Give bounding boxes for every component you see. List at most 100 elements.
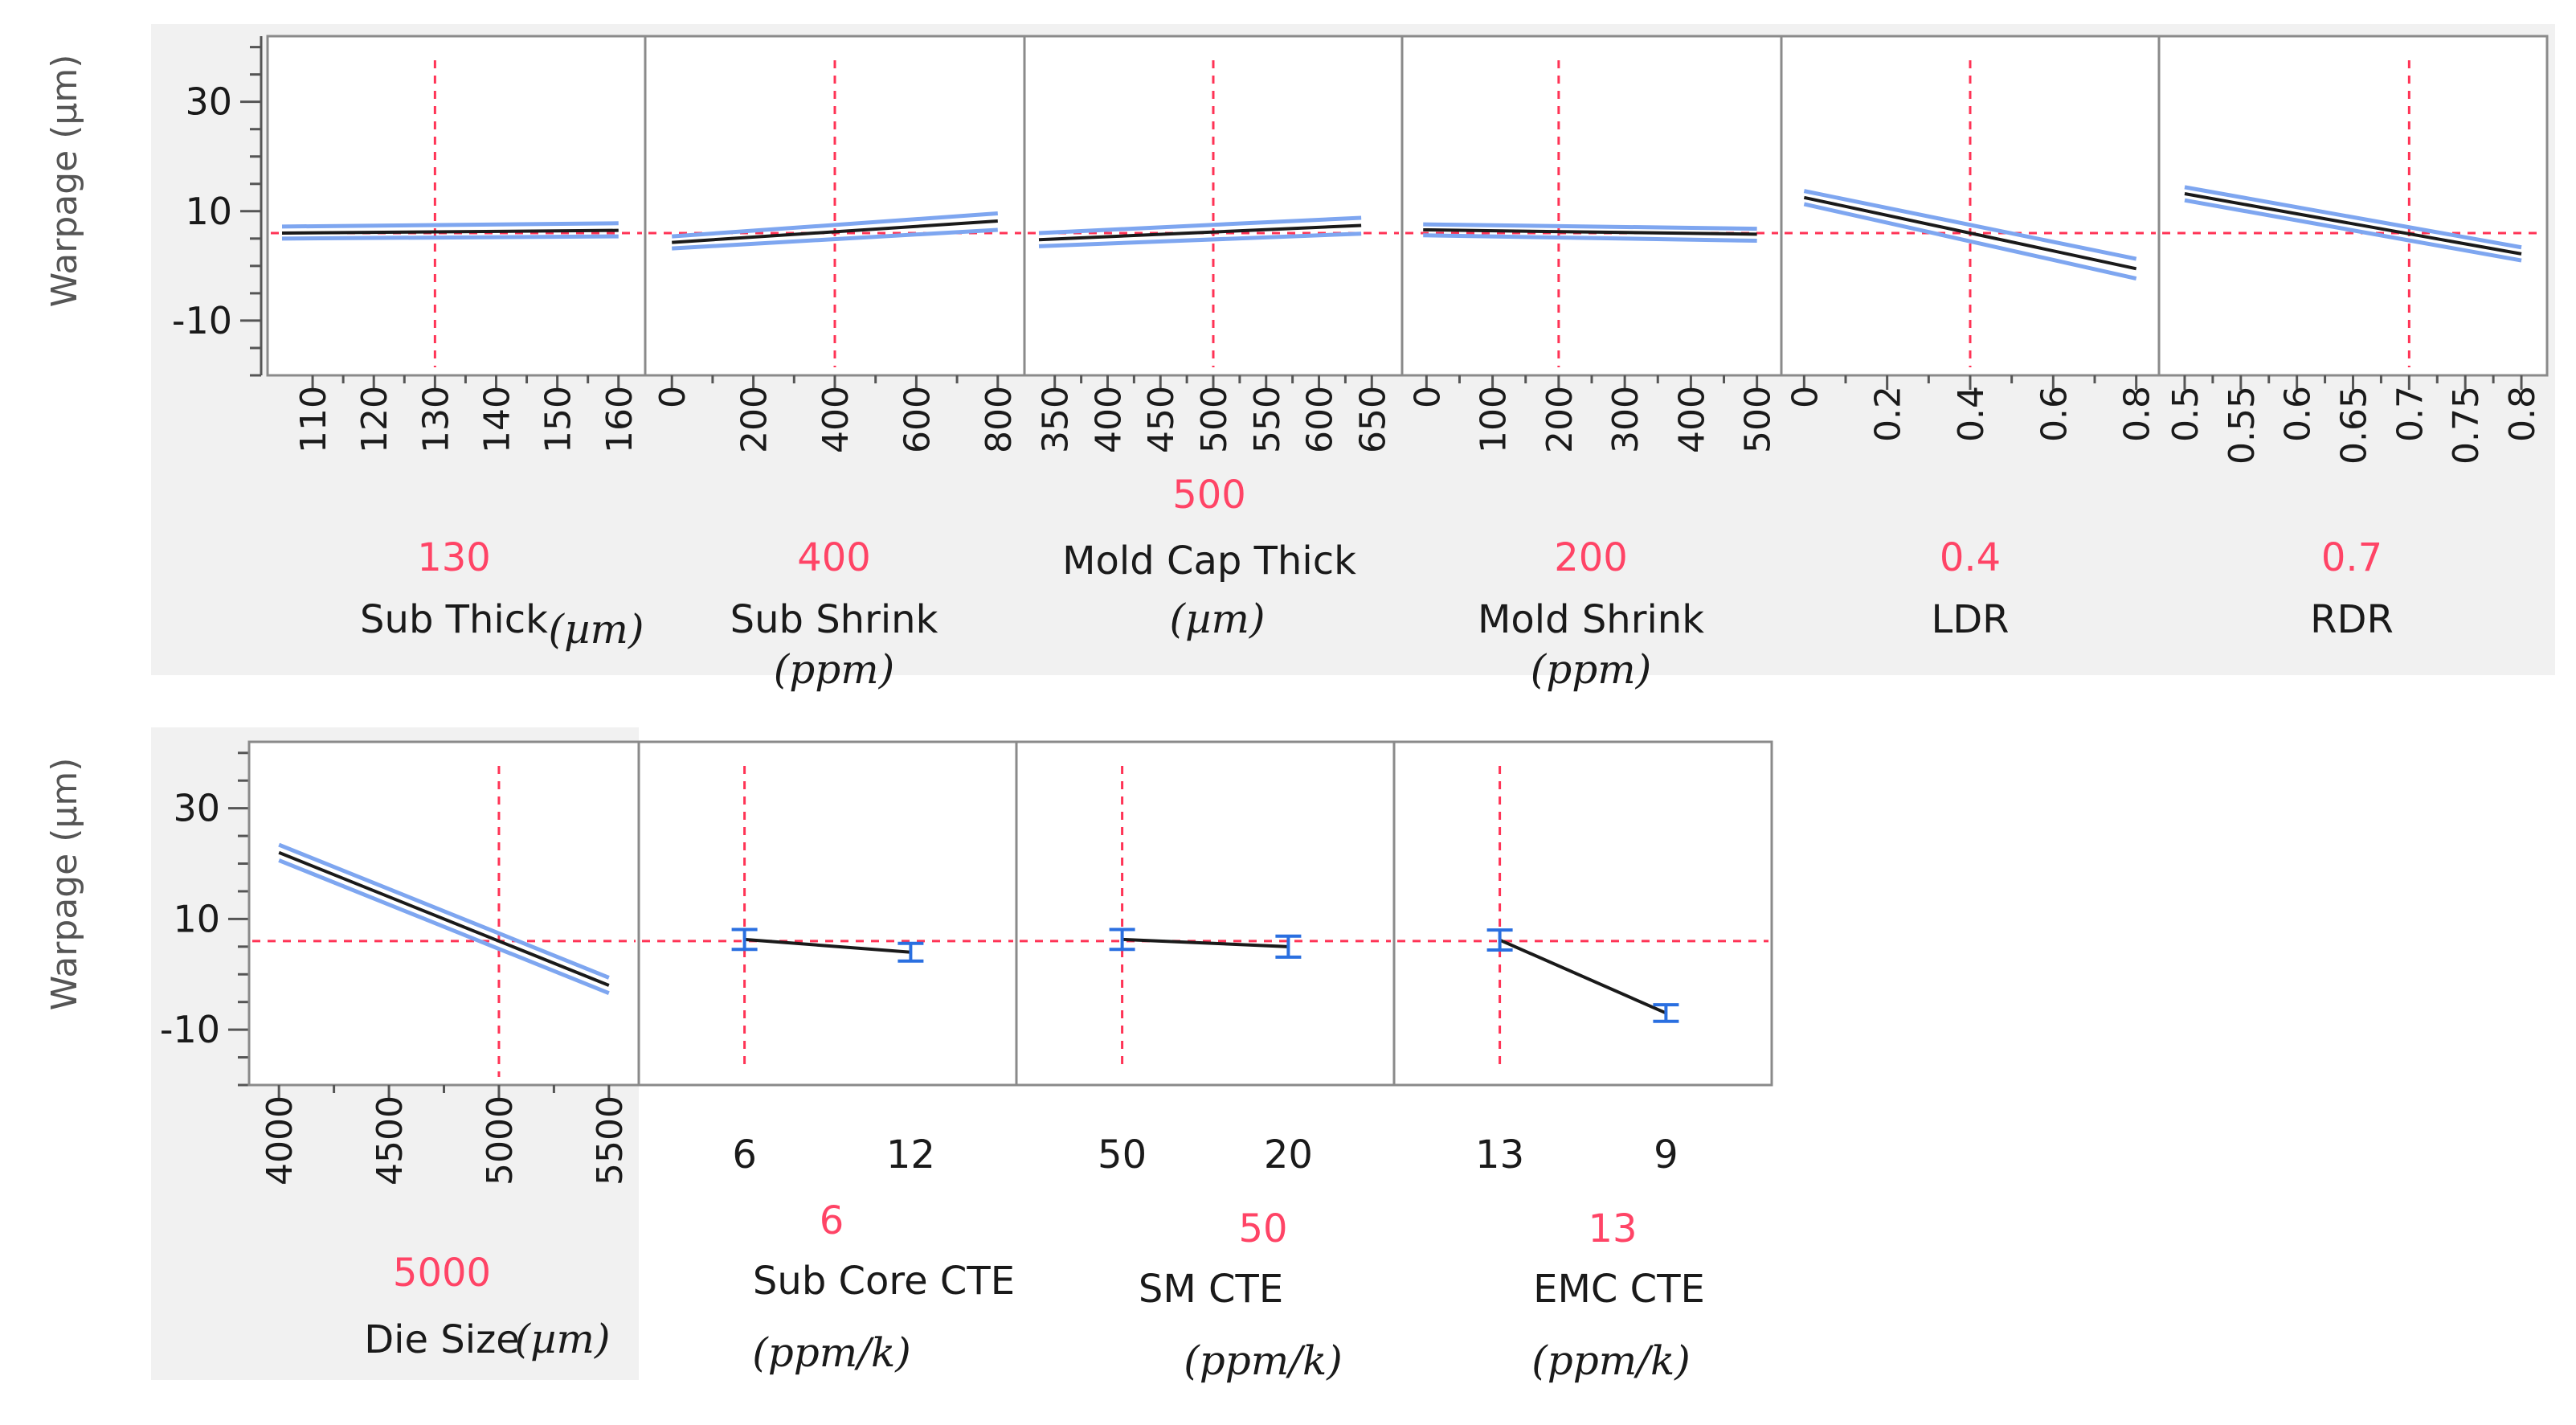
x-tick-label: 500 — [1738, 386, 1779, 453]
factor-current-value: 0.7 — [2321, 535, 2382, 580]
profiler-panel-sub-thick — [266, 35, 647, 377]
x-tick-label: 0 — [652, 386, 693, 408]
profiler-panel-mold-shrink — [1400, 35, 1783, 377]
x-category-label: 6 — [732, 1132, 757, 1177]
factor-unit: (ppm/k) — [752, 1329, 911, 1376]
x-tick-label: 400 — [1671, 386, 1712, 453]
profiler-panel-emc-cte — [1392, 740, 1773, 1087]
factor-unit: (µm) — [549, 606, 644, 653]
factor-current-value: 200 — [1554, 535, 1628, 580]
x-tick-label: 0.2 — [1868, 386, 1909, 442]
x-tick-label: 0.8 — [2117, 386, 2158, 442]
y-tick-label: -10 — [172, 299, 232, 342]
x-category-label: 20 — [1264, 1132, 1313, 1177]
factor-unit: (ppm/k) — [1184, 1337, 1343, 1384]
factor-current-value: 50 — [1238, 1206, 1287, 1251]
x-tick-label: 0.55 — [2222, 386, 2263, 465]
prediction-line — [672, 219, 998, 244]
prediction-line — [1499, 938, 1667, 1015]
y-tick-label: 30 — [173, 787, 220, 830]
confidence-band-upper — [672, 211, 998, 239]
factor-name: EMC CTE — [1533, 1267, 1705, 1312]
factor-name: LDR — [1931, 597, 2009, 642]
x-tick-label: 0 — [1785, 386, 1826, 408]
factor-current-value: 6 — [820, 1198, 844, 1243]
x-tick-label: 160 — [599, 386, 640, 453]
profiler-panel-sm-cte — [1015, 740, 1396, 1087]
confidence-band-upper — [1423, 222, 1757, 231]
prediction-line — [744, 937, 911, 954]
x-tick-label: 150 — [538, 386, 579, 453]
x-tick-label: 0.4 — [1951, 386, 1992, 442]
factor-current-value: 400 — [797, 535, 871, 580]
factor-current-value: 5000 — [393, 1251, 491, 1296]
x-tick-label: 450 — [1141, 386, 1182, 453]
confidence-band-upper — [2184, 185, 2522, 250]
factor-unit: (µm) — [515, 1316, 611, 1362]
confidence-band-lower — [1038, 231, 1362, 248]
y-tick-label: -10 — [160, 1008, 220, 1051]
factor-unit: (µm) — [1170, 596, 1266, 642]
x-tick-label: 400 — [1088, 386, 1129, 453]
confidence-band-lower — [1423, 233, 1757, 244]
prediction-line — [1423, 227, 1757, 236]
x-tick-label: 200 — [734, 386, 775, 453]
confidence-band-upper — [281, 221, 619, 229]
confidence-band-lower — [2184, 198, 2522, 263]
error-bar-13 — [1486, 928, 1513, 952]
prediction-line — [1803, 195, 2137, 271]
x-tick-label: 4500 — [370, 1095, 411, 1185]
prediction-line — [1122, 937, 1289, 948]
factor-name: Die Size — [364, 1317, 520, 1362]
error-bar-6 — [731, 927, 758, 952]
factor-name: Sub Core CTE — [753, 1259, 1015, 1304]
factor-name: Mold Shrink — [1478, 597, 1704, 642]
factor-unit: (ppm) — [1531, 646, 1651, 693]
x-tick-label: 0.7 — [2390, 386, 2431, 442]
x-tick-label: 0.75 — [2446, 386, 2487, 465]
x-tick-label: 800 — [979, 386, 1020, 453]
factor-name: Sub Thick — [360, 597, 548, 642]
x-tick-label: 120 — [354, 386, 395, 453]
x-category-label: 13 — [1475, 1132, 1524, 1177]
factor-unit: (ppm/k) — [1531, 1337, 1691, 1384]
y-tick-label: 10 — [185, 190, 232, 233]
factor-current-value: 500 — [1172, 473, 1246, 518]
x-category-label: 9 — [1654, 1132, 1678, 1177]
x-category-label: 12 — [886, 1132, 935, 1177]
x-tick-label: 550 — [1247, 386, 1288, 453]
x-tick-label: 650 — [1352, 386, 1393, 453]
x-tick-label: 5500 — [590, 1095, 631, 1185]
x-tick-label: 350 — [1036, 386, 1077, 453]
x-tick-label: 600 — [897, 386, 938, 453]
profiler-panel-sub-core-cte — [637, 740, 1018, 1087]
confidence-band-lower — [1803, 202, 2137, 280]
x-tick-label: 500 — [1194, 386, 1235, 453]
error-bar-12 — [898, 941, 924, 963]
x-tick-label: 100 — [1474, 386, 1515, 453]
confidence-band-lower — [672, 227, 998, 251]
y-tick-label: 10 — [173, 897, 220, 940]
x-tick-label: 5000 — [480, 1095, 521, 1185]
x-tick-label: 200 — [1539, 386, 1580, 453]
prediction-line — [281, 228, 619, 235]
factor-current-value: 0.4 — [1940, 535, 2001, 580]
prediction-line — [1038, 223, 1362, 242]
error-bar-9 — [1653, 1003, 1679, 1023]
error-bar-50 — [1109, 927, 1135, 952]
x-tick-label: 0.6 — [2034, 386, 2075, 442]
x-tick-label: 4000 — [260, 1095, 301, 1185]
x-tick-label: 130 — [415, 386, 456, 453]
prediction-line — [2184, 192, 2522, 256]
confidence-band-lower — [281, 234, 619, 241]
y-axis-title: Warpage (µm) — [44, 758, 85, 1011]
confidence-band-upper — [1803, 189, 2137, 261]
x-tick-label: 0.5 — [2165, 386, 2206, 442]
x-category-label: 50 — [1098, 1132, 1147, 1177]
factor-name: Mold Cap Thick — [1062, 538, 1356, 584]
profiler-panel-die-size — [247, 740, 640, 1087]
y-tick-label: 30 — [185, 80, 232, 124]
factor-unit: (ppm) — [774, 646, 894, 693]
x-tick-label: 140 — [476, 386, 517, 453]
